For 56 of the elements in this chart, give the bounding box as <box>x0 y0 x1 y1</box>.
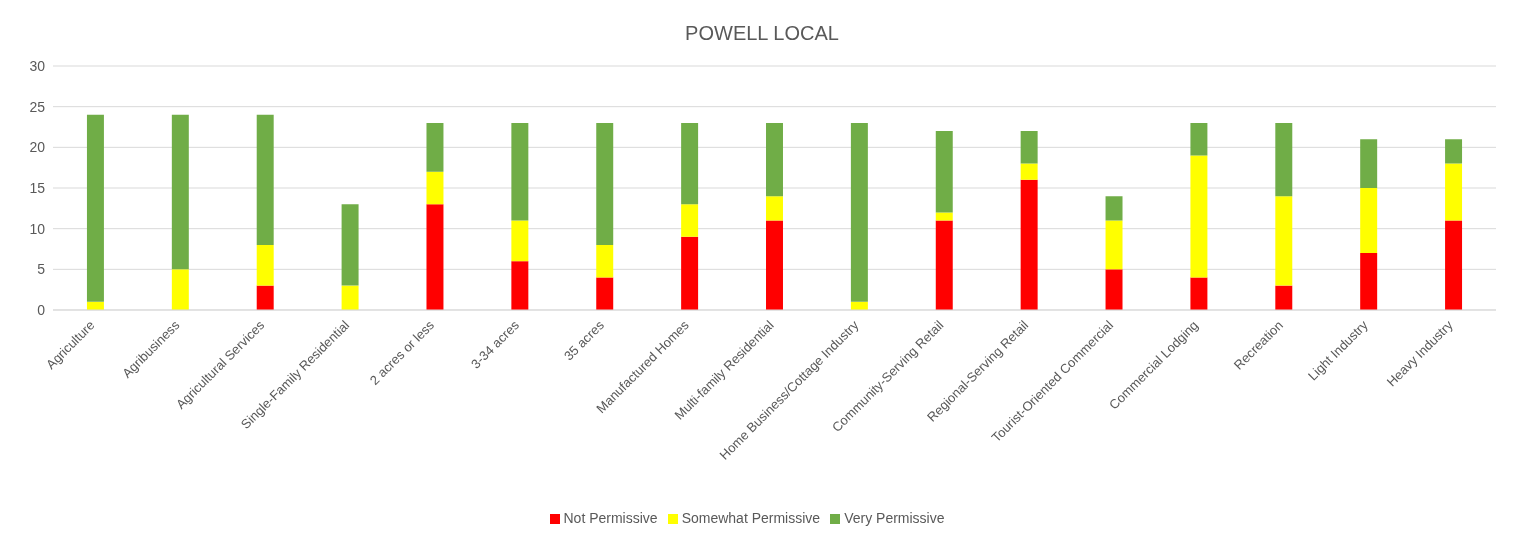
bar <box>1360 139 1378 188</box>
y-tick-label: 30 <box>29 57 46 74</box>
bar <box>171 269 189 310</box>
legend-label: Very Permissive <box>844 510 945 526</box>
bar <box>935 131 953 213</box>
bar <box>256 114 274 245</box>
bar <box>256 244 274 286</box>
bar <box>426 204 444 310</box>
bar <box>1360 188 1378 254</box>
bar <box>596 122 614 245</box>
bar <box>1105 196 1123 221</box>
bar <box>341 204 359 286</box>
legend-label: Somewhat Permissive <box>681 510 821 526</box>
bar <box>766 122 783 197</box>
y-tick-label: 20 <box>29 139 46 156</box>
bar <box>596 277 614 310</box>
bar <box>766 196 783 221</box>
bar <box>596 244 614 278</box>
y-tick-label: 5 <box>37 261 46 278</box>
y-tick-label: 10 <box>29 220 46 237</box>
bar <box>1020 163 1038 180</box>
bar <box>935 212 953 221</box>
y-tick-label: 0 <box>37 301 46 318</box>
bar <box>1020 131 1038 164</box>
bar <box>1360 253 1378 310</box>
bar <box>426 171 444 205</box>
bar <box>1190 155 1208 278</box>
bar <box>1105 269 1123 310</box>
bar <box>1275 122 1293 197</box>
bar <box>681 204 699 237</box>
bar <box>1020 179 1038 310</box>
y-tick-label: 25 <box>29 98 46 115</box>
bar <box>681 122 699 205</box>
chart-title: POWELL LOCAL <box>684 21 840 46</box>
bar <box>341 285 359 310</box>
legend-label: Not Permissive <box>563 510 658 526</box>
bar <box>256 285 274 310</box>
bar <box>1275 285 1293 310</box>
bar <box>511 261 529 310</box>
bar <box>86 114 104 302</box>
bar <box>681 236 699 310</box>
bar <box>426 122 444 172</box>
bar <box>1105 220 1123 270</box>
y-tick-label: 15 <box>29 179 46 196</box>
bar <box>171 114 189 270</box>
bar <box>1445 163 1463 221</box>
bar <box>850 122 868 302</box>
bar <box>1275 196 1293 286</box>
bar <box>1445 220 1463 310</box>
bar <box>511 122 529 221</box>
bar <box>1445 139 1463 164</box>
bar <box>935 220 953 310</box>
bar <box>1190 122 1208 156</box>
bar <box>766 220 783 310</box>
bar <box>511 220 529 262</box>
bar <box>1190 277 1208 310</box>
